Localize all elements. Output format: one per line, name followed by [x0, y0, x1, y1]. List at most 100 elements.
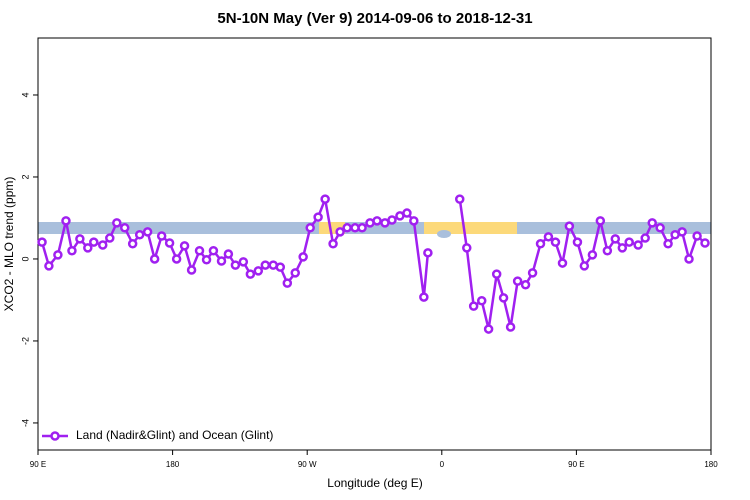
data-point	[454, 194, 465, 204]
data-point	[320, 194, 330, 204]
data-point	[223, 249, 234, 259]
data-point	[282, 278, 293, 288]
x-tick-label: 90 E	[568, 460, 584, 469]
legend-marker	[50, 431, 60, 441]
data-point	[564, 221, 575, 231]
data-point	[164, 238, 175, 248]
data-point	[98, 240, 108, 250]
data-point	[505, 322, 516, 332]
data-point	[550, 237, 561, 247]
chart-title: 5N-10N May (Ver 9) 2014-09-06 to 2018-12…	[217, 10, 532, 27]
data-point	[67, 246, 77, 256]
data-point	[476, 296, 487, 306]
data-point	[83, 243, 93, 253]
data-point	[119, 223, 130, 233]
y-tick-label: -2	[20, 337, 30, 345]
data-point	[127, 239, 138, 249]
data-point	[677, 227, 687, 237]
data-point	[75, 234, 85, 244]
x-axis-label: Longitude (deg E)	[327, 476, 422, 490]
data-point	[543, 232, 554, 242]
data-point	[462, 243, 472, 253]
data-point	[328, 239, 338, 249]
data-point	[468, 301, 479, 311]
data-point	[610, 234, 621, 244]
data-point	[275, 262, 286, 272]
x-tick-label: 90 E	[30, 460, 46, 469]
data-point	[483, 324, 494, 334]
data-point	[419, 292, 429, 302]
x-tick-label: 180	[166, 460, 180, 469]
data-point	[520, 280, 531, 290]
data-point	[640, 233, 650, 243]
data-point	[535, 239, 546, 249]
data-point	[171, 254, 182, 264]
data-point	[557, 258, 568, 268]
data-point	[186, 265, 197, 275]
data-point	[572, 237, 583, 247]
x-tick-label: 0	[440, 460, 445, 469]
legend-label: Land (Nadir&Glint) and Ocean (Glint)	[76, 428, 273, 442]
data-point	[156, 231, 167, 241]
data-point	[663, 239, 673, 249]
data-point	[245, 269, 256, 279]
data-point	[194, 246, 205, 256]
data-point	[253, 266, 264, 276]
data-point	[602, 246, 613, 256]
surface-band	[38, 222, 711, 238]
data-point	[230, 260, 241, 270]
data-point	[527, 268, 538, 278]
data-point	[372, 216, 382, 226]
data-point	[498, 293, 509, 303]
data-point	[633, 240, 643, 250]
plot-frame	[37, 37, 712, 451]
data-point	[587, 250, 598, 260]
data-point	[298, 252, 308, 262]
data-point	[700, 238, 710, 248]
data-point	[579, 261, 590, 271]
ocean-band	[38, 222, 711, 234]
data-point	[402, 208, 412, 218]
data-point	[647, 218, 657, 228]
data-point	[53, 250, 63, 260]
data-point	[491, 269, 502, 279]
data-point	[692, 231, 702, 241]
data-point	[313, 212, 323, 222]
data-point	[342, 223, 352, 233]
data-point	[37, 237, 47, 247]
data-point	[655, 223, 665, 233]
ocean-band	[437, 230, 451, 238]
data-point	[512, 276, 523, 286]
data-point	[112, 218, 122, 228]
data-point	[89, 237, 99, 247]
data-point	[305, 223, 315, 233]
data-point	[409, 216, 419, 226]
data-point	[595, 216, 606, 226]
data-point	[238, 257, 249, 267]
data-point	[290, 268, 300, 278]
y-tick-label: -4	[20, 419, 30, 427]
data-point	[617, 243, 628, 253]
data-point	[624, 237, 634, 247]
data-point	[684, 254, 694, 264]
data-point	[201, 255, 212, 265]
data-point	[208, 246, 219, 256]
data-point	[335, 227, 345, 237]
x-tick-label: 180	[704, 460, 718, 469]
data-point	[387, 215, 397, 225]
data-point	[357, 223, 367, 233]
y-axis-label: XCO2 - MLO trend (ppm)	[2, 177, 16, 312]
data-point	[61, 216, 71, 226]
x-tick-label: 90 W	[298, 460, 317, 469]
y-tick-label: 0	[20, 256, 30, 261]
y-tick-label: 4	[20, 92, 30, 97]
data-point	[44, 261, 54, 271]
data-point	[179, 241, 190, 251]
data-point	[134, 230, 145, 240]
data-point	[142, 227, 153, 237]
data-point	[260, 260, 271, 270]
data-point	[423, 248, 433, 258]
y-tick-label: 2	[20, 174, 30, 179]
data-point	[216, 256, 227, 266]
